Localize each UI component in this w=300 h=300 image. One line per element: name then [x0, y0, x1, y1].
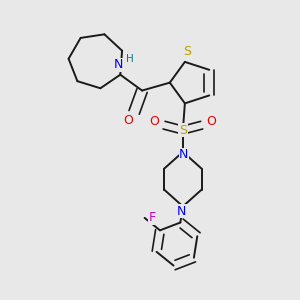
Text: F: F [149, 212, 156, 224]
Text: O: O [149, 115, 159, 128]
Text: N: N [114, 58, 123, 71]
Text: O: O [207, 115, 217, 128]
Text: N: N [177, 205, 187, 218]
Text: S: S [179, 124, 187, 136]
Text: N: N [179, 148, 189, 161]
Text: H: H [126, 54, 134, 64]
Text: O: O [123, 114, 133, 127]
Text: S: S [183, 46, 191, 59]
